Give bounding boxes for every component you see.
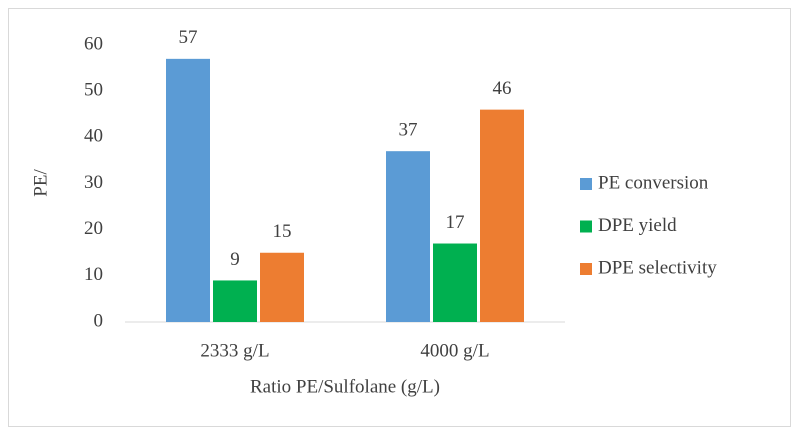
x-axis-label: Ratio PE/Sulfolane (g/L) <box>250 376 440 397</box>
data-label: 9 <box>230 249 240 270</box>
bar <box>433 243 477 322</box>
legend-swatch <box>580 263 592 275</box>
y-tick-label: 0 <box>94 310 104 331</box>
x-tick-label: 2333 g/L <box>200 340 269 361</box>
bar <box>480 109 524 322</box>
y-tick-label: 40 <box>84 126 103 147</box>
data-label: 37 <box>399 120 418 141</box>
legend-label: PE conversion <box>598 172 709 193</box>
y-tick-label: 60 <box>84 33 103 54</box>
data-label: 57 <box>179 27 198 48</box>
x-tick-label: 4000 g/L <box>420 340 489 361</box>
y-tick-label: 10 <box>84 264 103 285</box>
bar <box>260 252 304 322</box>
y-tick-label: 20 <box>84 218 103 239</box>
legend-swatch <box>580 220 592 233</box>
y-tick-label: 50 <box>84 80 103 101</box>
legend-label: DPE yield <box>598 215 677 236</box>
y-axis-label: PE/ <box>30 169 51 197</box>
data-label: 15 <box>273 221 292 242</box>
data-label: 46 <box>493 78 512 99</box>
bar <box>386 151 430 322</box>
data-label: 17 <box>446 212 465 233</box>
bar <box>213 280 257 322</box>
y-tick-label: 30 <box>84 172 103 193</box>
legend-swatch <box>580 178 592 190</box>
legend-label: DPE selectivity <box>598 257 717 278</box>
bar <box>166 58 210 322</box>
